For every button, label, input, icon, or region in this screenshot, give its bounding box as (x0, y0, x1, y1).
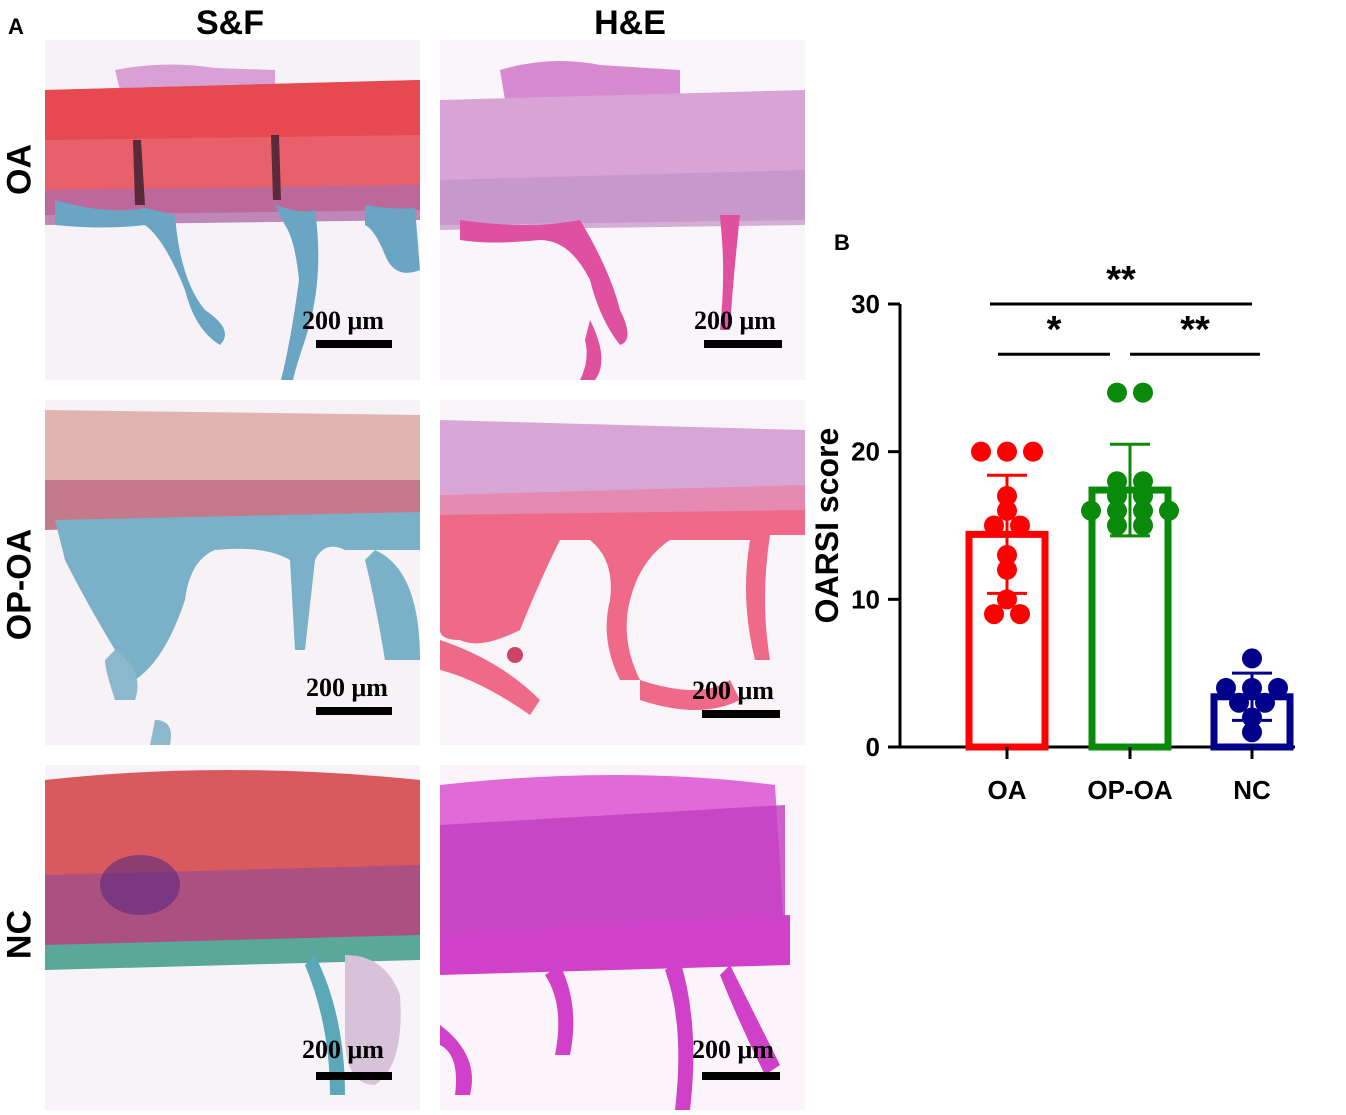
data-point (1268, 677, 1288, 698)
data-point (1242, 722, 1262, 743)
y-tick-label: 10 (851, 584, 880, 614)
scale-bar-op-oa-he (702, 710, 780, 718)
data-point (984, 515, 1004, 536)
data-point (1133, 500, 1153, 521)
data-point (997, 500, 1017, 521)
data-point (1133, 382, 1153, 403)
panel-letter-b: B (834, 230, 850, 255)
row-header-op-oa: OP-OA (0, 528, 39, 641)
scale-label-oa-he: 200 μm (694, 306, 776, 335)
data-point (1133, 471, 1153, 492)
x-tick-label: OA (988, 775, 1027, 805)
data-point (1081, 500, 1101, 521)
scale-label-nc-sf: 200 μm (302, 1035, 384, 1064)
data-point (1107, 382, 1127, 403)
x-tick-label: OP-OA (1087, 775, 1172, 805)
scale-label-nc-he: 200 μm (692, 1035, 774, 1064)
row-header-oa: OA (0, 144, 39, 195)
data-point (1133, 515, 1153, 536)
micrograph-op-oa-he (440, 400, 805, 745)
scale-bar-nc-he (702, 1072, 780, 1080)
data-point (1242, 707, 1262, 728)
micrograph-oa-he (440, 40, 805, 380)
data-point (997, 441, 1017, 462)
micrograph-nc-sf (45, 765, 420, 1110)
y-tick-label: 30 (851, 289, 880, 319)
significance-label: ** (1106, 259, 1136, 301)
x-tick-label: NC (1233, 775, 1271, 805)
scale-label-oa-sf: 200 μm (302, 306, 384, 335)
column-header-he: H&E (594, 4, 666, 42)
column-header-sf: S&F (196, 4, 264, 42)
significance-label: ** (1180, 309, 1210, 351)
data-point (1107, 471, 1127, 492)
data-point (997, 485, 1017, 506)
data-point (984, 604, 1004, 625)
data-point (1242, 677, 1262, 698)
scale-bar-op-oa-sf (316, 707, 392, 715)
data-point (1010, 604, 1030, 625)
micrograph-op-oa-sf (45, 400, 420, 745)
data-point (1010, 515, 1030, 536)
data-point (997, 559, 1017, 580)
scale-bar-nc-sf (316, 1072, 392, 1080)
y-tick-label: 0 (866, 732, 880, 762)
scale-label-op-oa-he: 200 μm (692, 676, 774, 705)
scale-label-op-oa-sf: 200 μm (306, 673, 388, 702)
significance-label: * (1047, 309, 1062, 351)
data-point (1242, 648, 1262, 669)
data-point (1107, 485, 1127, 506)
y-axis-title: OARSI score (809, 428, 845, 624)
scale-bar-oa-sf (316, 340, 392, 348)
data-point (1107, 515, 1127, 536)
row-header-nc: NC (0, 909, 39, 960)
panel-letter-a: A (8, 14, 24, 39)
data-point (1023, 441, 1043, 462)
y-tick-label: 20 (851, 437, 880, 467)
data-point (971, 441, 991, 462)
scale-bar-oa-he (704, 340, 782, 348)
data-point (1229, 692, 1249, 713)
micrograph-oa-sf (45, 40, 420, 380)
data-point (1107, 500, 1127, 521)
data-point (1133, 485, 1153, 506)
data-point (997, 545, 1017, 566)
micrograph-nc-he (440, 765, 805, 1110)
data-point (1159, 500, 1179, 521)
data-point (997, 589, 1017, 610)
data-point (1216, 677, 1236, 698)
data-point (1255, 692, 1275, 713)
